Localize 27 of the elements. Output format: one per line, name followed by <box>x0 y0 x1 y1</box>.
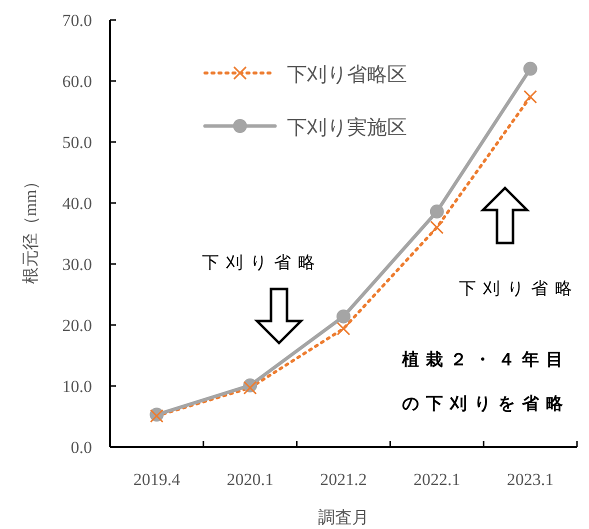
point <box>430 204 444 219</box>
text: 植栽２・４年目の下刈りを省略 <box>402 350 570 414</box>
annotation: 下刈り省略 <box>459 279 579 299</box>
point <box>523 62 538 76</box>
point <box>243 381 257 395</box>
x-tick-label: 2022.1 <box>414 470 460 489</box>
y-tick-label: 30.0 <box>62 255 92 274</box>
y-axis-title: 根元径（mm） <box>21 172 40 284</box>
legend-label: 下刈り実施区 <box>287 115 407 139</box>
point <box>430 220 444 234</box>
y-tick-label: 70.0 <box>62 11 92 30</box>
x-tick-label: 2021.2 <box>320 470 367 489</box>
legend-label: 下刈り省略区 <box>287 62 407 86</box>
point <box>336 309 350 324</box>
y-tick-label: 0.0 <box>70 438 92 457</box>
y-tick-label: 40.0 <box>62 194 92 213</box>
annotation: 下刈り省略 <box>202 253 322 273</box>
point <box>336 322 350 336</box>
y-tick-label: 60.0 <box>62 72 92 91</box>
x-tick-label: 2019.4 <box>133 470 181 489</box>
y-tick-label: 10.0 <box>62 377 92 396</box>
x-axis-title: 調査月 <box>318 508 369 527</box>
y-tick-label: 50.0 <box>62 133 92 152</box>
x-tick-label: 2020.1 <box>226 470 274 489</box>
x-tick-label: 2023.1 <box>506 470 554 489</box>
point <box>524 90 538 104</box>
y-tick-label: 20.0 <box>62 316 92 335</box>
